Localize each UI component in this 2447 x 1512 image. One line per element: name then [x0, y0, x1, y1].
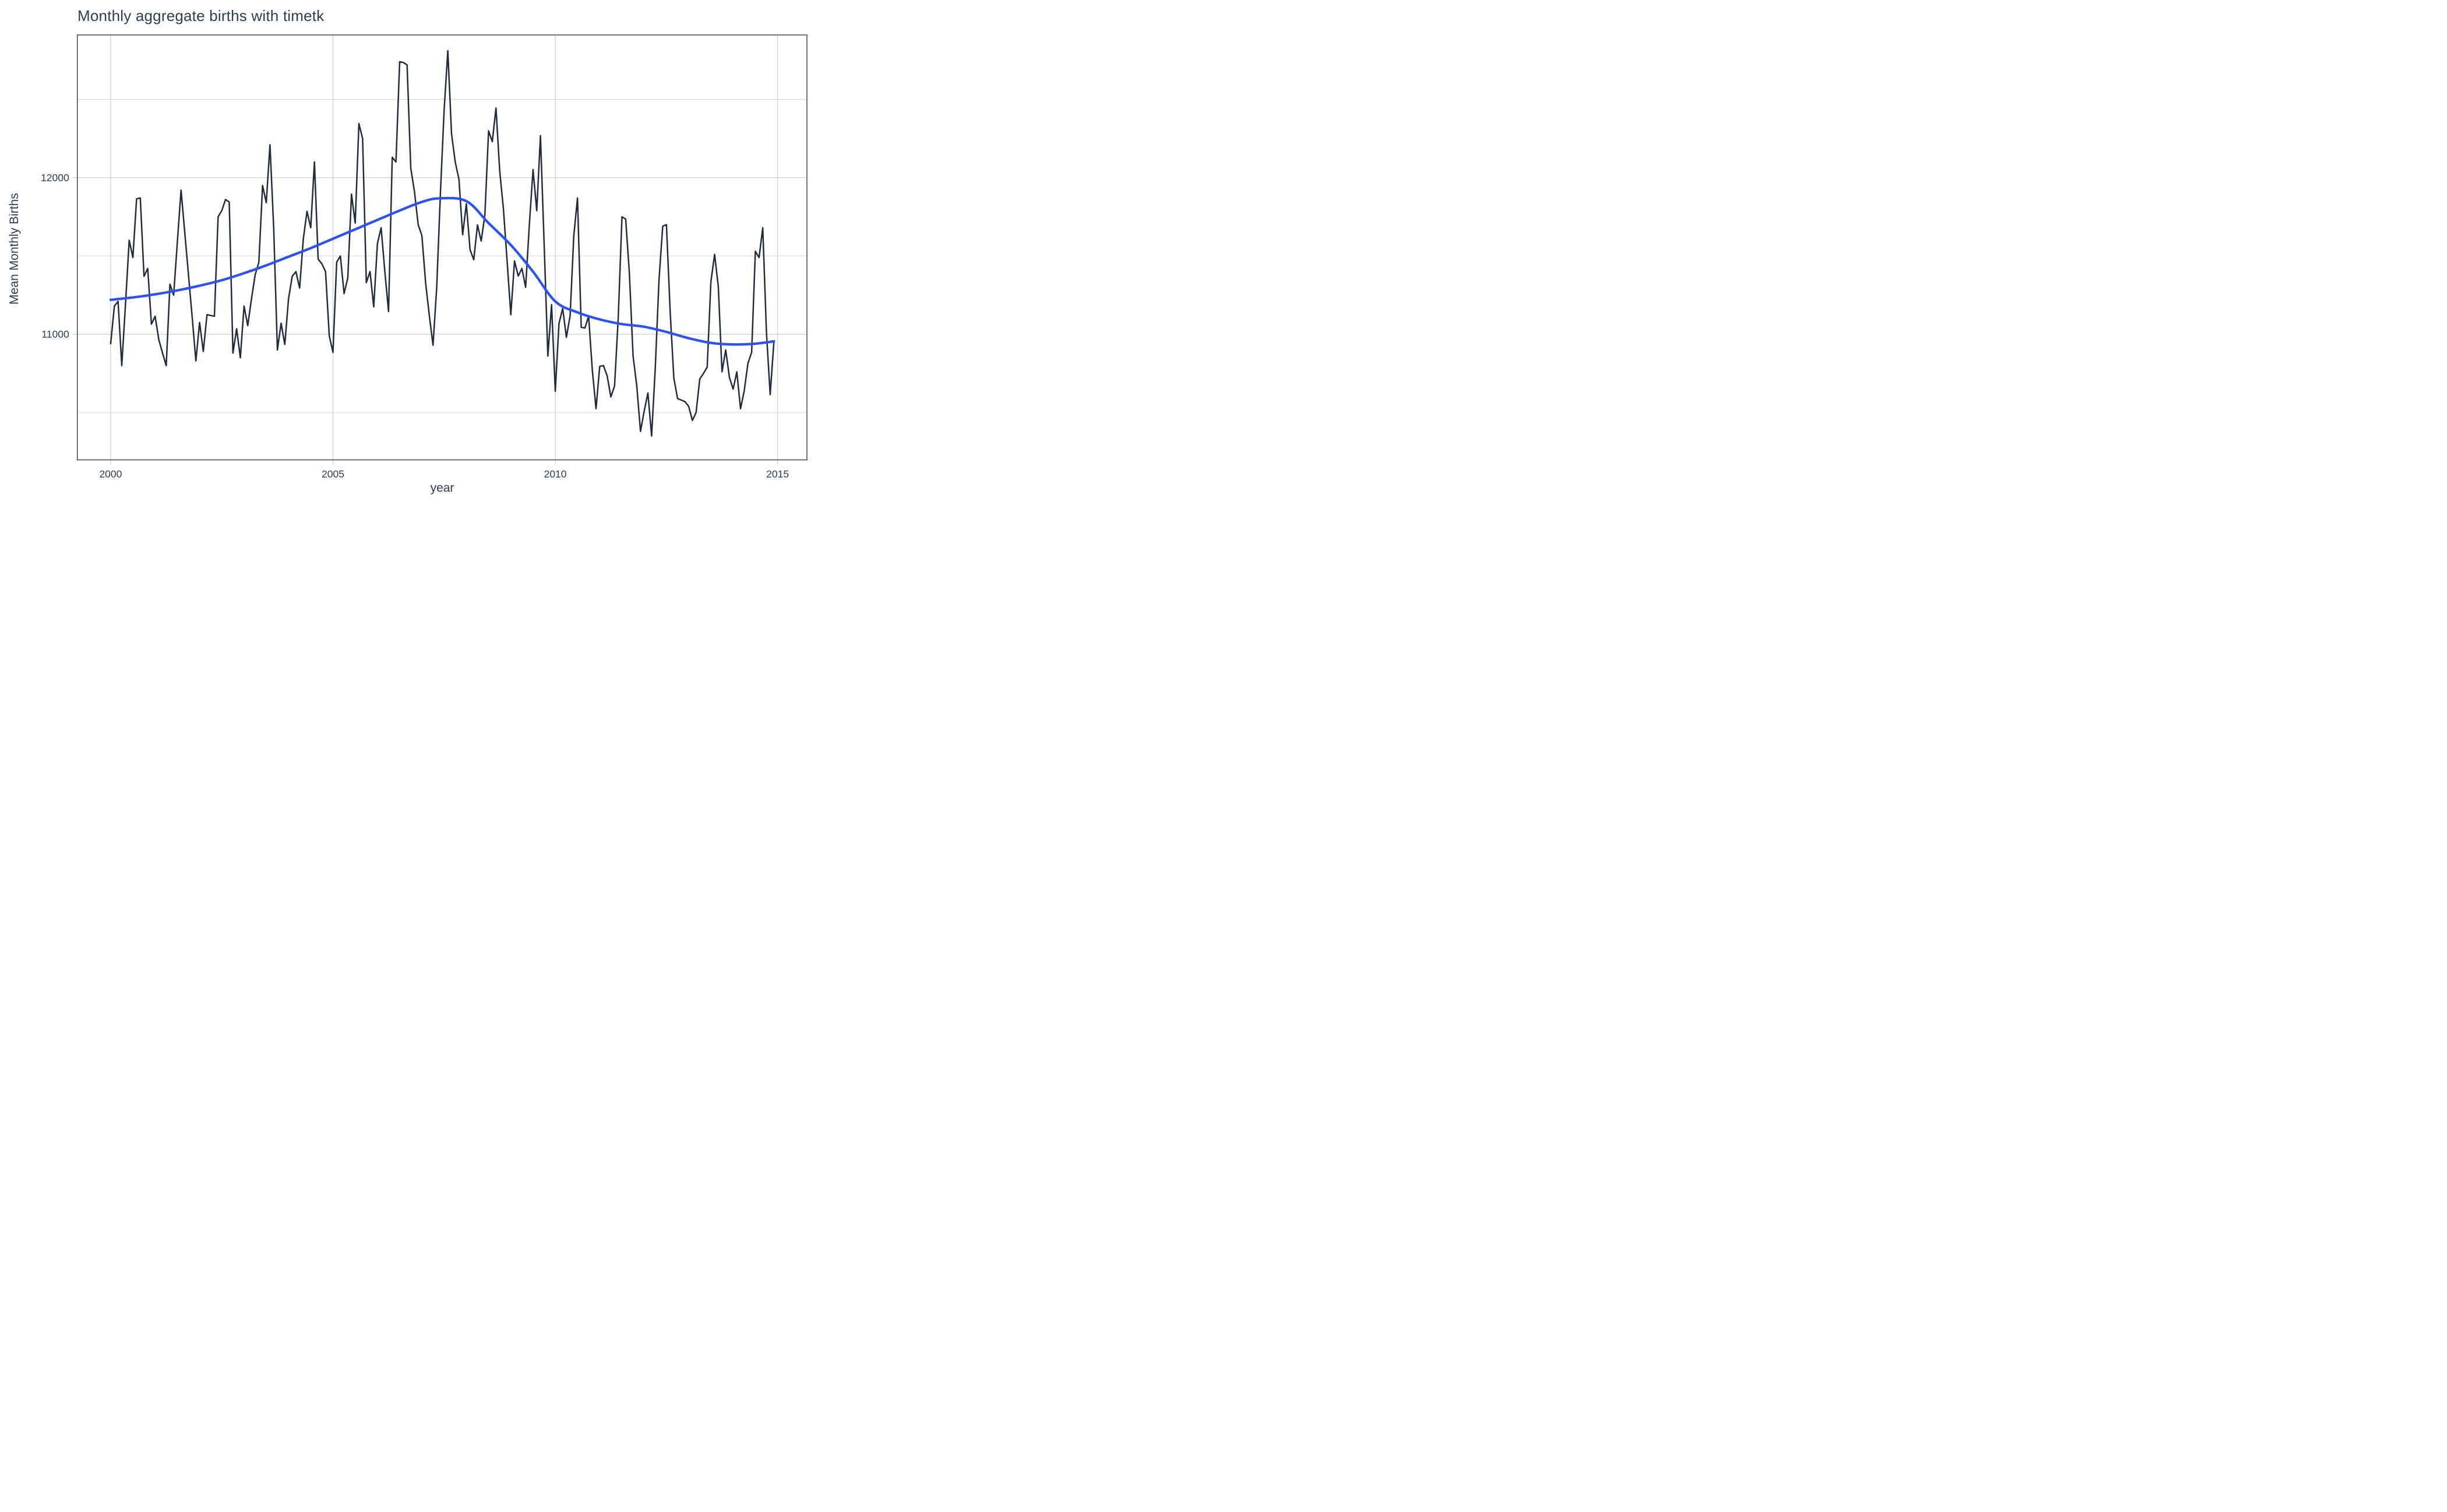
panel-border: [76, 34, 808, 460]
chart: Monthly aggregate births with timetk Mea…: [0, 0, 816, 504]
plot-area: 11000 12000 2000 2005 2010 2015: [41, 34, 808, 480]
chart-title: Monthly aggregate births with timetk: [77, 7, 325, 24]
x-tick-label: 2015: [766, 468, 789, 480]
y-tick-label: 11000: [41, 329, 69, 340]
x-tick-label: 2000: [99, 468, 122, 480]
x-tick-label: 2005: [322, 468, 344, 480]
x-tick-label: 2010: [544, 468, 567, 480]
y-axis-title: Mean Monthly Births: [8, 193, 21, 305]
y-tick-label: 12000: [41, 172, 69, 184]
series-smoother-line: [109, 196, 775, 346]
x-axis-title: year: [430, 481, 454, 495]
series-births-line: [110, 50, 775, 437]
